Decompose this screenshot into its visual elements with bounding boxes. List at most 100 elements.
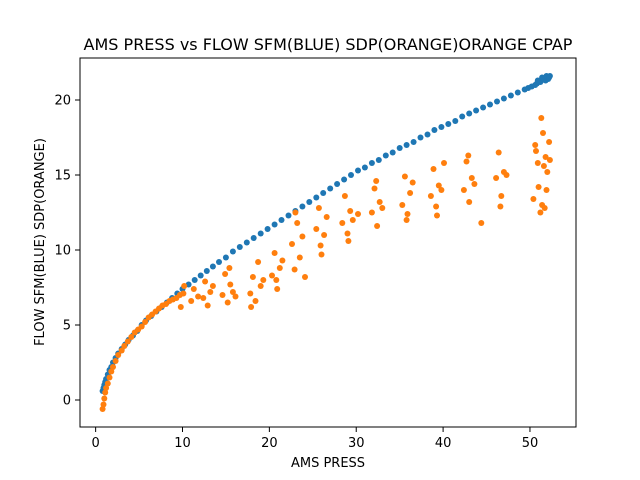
data-point: [118, 347, 125, 354]
data-point: [243, 239, 250, 246]
data-point: [532, 142, 539, 148]
data-point: [209, 283, 216, 289]
data-point: [348, 172, 354, 178]
data-point: [341, 176, 348, 183]
data-point: [376, 199, 383, 205]
data-point: [264, 226, 271, 232]
data-point: [347, 208, 354, 214]
data-point: [382, 152, 389, 159]
data-point: [466, 110, 473, 117]
data-point: [306, 199, 313, 205]
data-point: [260, 277, 267, 283]
data-point: [202, 278, 209, 285]
data-point: [355, 167, 361, 174]
data-point: [248, 304, 255, 310]
data-point: [121, 343, 128, 349]
data-point: [257, 283, 264, 289]
data-point: [317, 242, 324, 249]
data-point: [313, 194, 320, 201]
data-point: [99, 406, 106, 412]
data-point: [195, 293, 202, 300]
data-point: [433, 203, 440, 210]
plot-frame: [79, 57, 577, 428]
data-point: [466, 199, 473, 205]
data-point: [216, 259, 222, 265]
data-point: [445, 121, 452, 127]
data-point: [115, 352, 122, 358]
data-point: [430, 166, 437, 172]
data-point: [438, 187, 445, 193]
data-point: [188, 298, 195, 304]
data-point: [537, 209, 544, 216]
data-point: [368, 209, 375, 216]
data-point: [525, 85, 532, 91]
data-point: [389, 149, 396, 156]
data-point: [207, 289, 214, 295]
data-point: [285, 212, 292, 219]
data-point: [249, 274, 256, 280]
data-point: [438, 124, 445, 130]
data-point: [534, 160, 541, 166]
data-point: [465, 152, 472, 159]
data-point: [495, 149, 502, 156]
y-axis-label: FLOW SFM(BLUE) SDP(ORANGE): [33, 138, 48, 346]
data-point: [349, 217, 356, 223]
x-tick-label: 50: [522, 436, 539, 451]
data-point: [538, 115, 545, 121]
data-point: [375, 157, 382, 163]
x-tick-label: 40: [435, 436, 452, 451]
data-point: [313, 226, 320, 232]
data-point: [104, 380, 111, 387]
data-point: [535, 184, 542, 190]
data-point: [255, 259, 262, 265]
data-point: [401, 173, 408, 180]
data-point: [460, 187, 467, 193]
data-point: [257, 230, 264, 237]
y-tick-label: 20: [54, 94, 71, 109]
data-point: [341, 193, 348, 199]
data-point: [191, 277, 198, 283]
data-point: [334, 181, 341, 187]
data-point: [232, 293, 239, 300]
data-point: [112, 358, 119, 364]
data-point: [100, 401, 107, 408]
data-point: [274, 286, 281, 292]
data-point: [541, 205, 548, 211]
data-point: [102, 389, 109, 396]
data-point: [108, 368, 115, 375]
data-point: [142, 319, 149, 325]
data-point: [403, 217, 410, 223]
data-point: [493, 175, 500, 181]
data-point: [204, 302, 211, 309]
data-point: [459, 113, 466, 120]
data-point: [540, 163, 547, 169]
data-point: [546, 139, 553, 145]
data-point: [200, 295, 207, 301]
data-point: [379, 205, 386, 211]
data-point: [546, 157, 553, 163]
x-tick-label: 0: [91, 436, 99, 451]
data-point: [503, 172, 510, 178]
data-point: [399, 202, 406, 208]
data-point: [271, 221, 278, 228]
data-point: [427, 193, 434, 199]
data-point: [431, 127, 438, 133]
data-point: [299, 203, 306, 210]
data-point: [229, 248, 236, 255]
x-axis: 0 10 20 30 40 50: [91, 427, 538, 451]
data-point: [407, 190, 414, 196]
data-point: [497, 203, 504, 210]
data-point: [276, 265, 283, 271]
y-tick-label: 0: [63, 394, 71, 409]
data-point: [181, 283, 188, 289]
data-point: [374, 223, 381, 229]
y-tick-label: 15: [54, 169, 71, 184]
data-point: [441, 160, 447, 166]
data-point: [403, 142, 410, 148]
plot-area: [99, 73, 553, 412]
data-point: [294, 220, 301, 226]
data-point: [219, 292, 226, 298]
data-point: [468, 175, 475, 181]
data-point: [514, 89, 521, 96]
